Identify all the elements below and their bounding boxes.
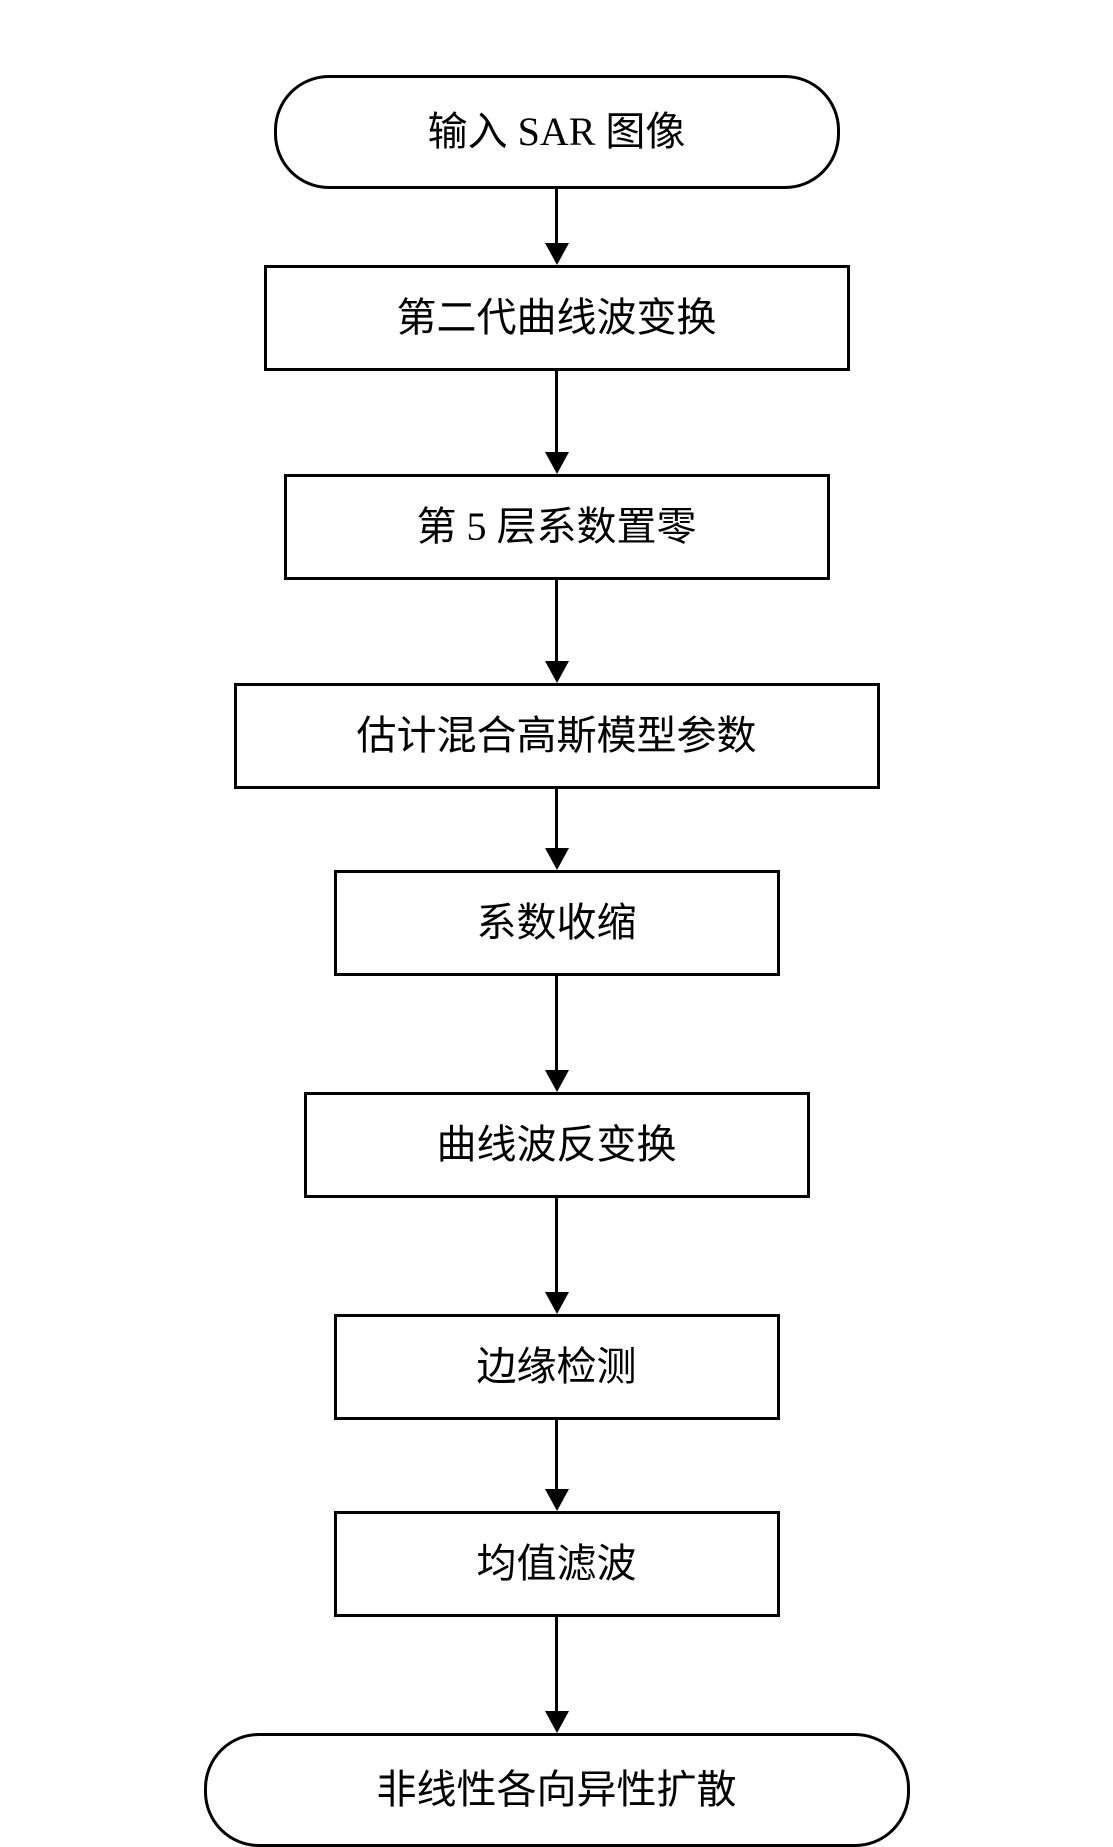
arrow	[545, 1617, 569, 1733]
node-label: 曲线波反变换	[437, 1122, 677, 1167]
arrow-line	[555, 1420, 558, 1490]
node-label: 第二代曲线波变换	[397, 295, 717, 340]
arrow	[545, 976, 569, 1092]
arrow-line	[555, 580, 558, 662]
arrow	[545, 1420, 569, 1511]
arrow-head-icon	[545, 1070, 569, 1092]
arrow-head-icon	[545, 243, 569, 265]
terminal-input: 输入 SAR 图像	[274, 75, 840, 189]
arrow-head-icon	[545, 1489, 569, 1511]
arrow	[545, 189, 569, 265]
node-label: 第 5 层系数置零	[417, 504, 697, 549]
node-label: 非线性各向异性扩散	[377, 1767, 737, 1812]
node-label: 均值滤波	[477, 1541, 637, 1586]
arrow-line	[555, 371, 558, 453]
process-coefficient-shrink: 系数收缩	[334, 870, 780, 976]
process-gaussian-params: 估计混合高斯模型参数	[234, 683, 880, 789]
arrow-line	[555, 189, 558, 244]
arrow	[545, 580, 569, 683]
arrow	[545, 1198, 569, 1314]
node-label: 边缘检测	[477, 1344, 637, 1389]
arrow	[545, 371, 569, 474]
arrow-line	[555, 976, 558, 1071]
process-inverse-curvelet: 曲线波反变换	[304, 1092, 810, 1198]
node-label: 估计混合高斯模型参数	[357, 713, 757, 758]
process-curvelet-transform: 第二代曲线波变换	[264, 265, 850, 371]
arrow-head-icon	[545, 452, 569, 474]
arrow-line	[555, 1617, 558, 1712]
arrow-head-icon	[545, 848, 569, 870]
arrow-head-icon	[545, 1292, 569, 1314]
process-mean-filter: 均值滤波	[334, 1511, 780, 1617]
node-label: 输入 SAR 图像	[428, 109, 686, 154]
node-label: 系数收缩	[477, 900, 637, 945]
arrow-line	[555, 789, 558, 849]
arrow-head-icon	[545, 661, 569, 683]
arrow-head-icon	[545, 1711, 569, 1733]
process-edge-detection: 边缘检测	[334, 1314, 780, 1420]
arrow	[545, 789, 569, 870]
arrow-line	[555, 1198, 558, 1293]
process-layer5-zero: 第 5 层系数置零	[284, 474, 830, 580]
terminal-output: 非线性各向异性扩散	[204, 1733, 910, 1847]
flowchart-container: 输入 SAR 图像 第二代曲线波变换 第 5 层系数置零 估计混合高斯模型参数 …	[0, 0, 1113, 1847]
